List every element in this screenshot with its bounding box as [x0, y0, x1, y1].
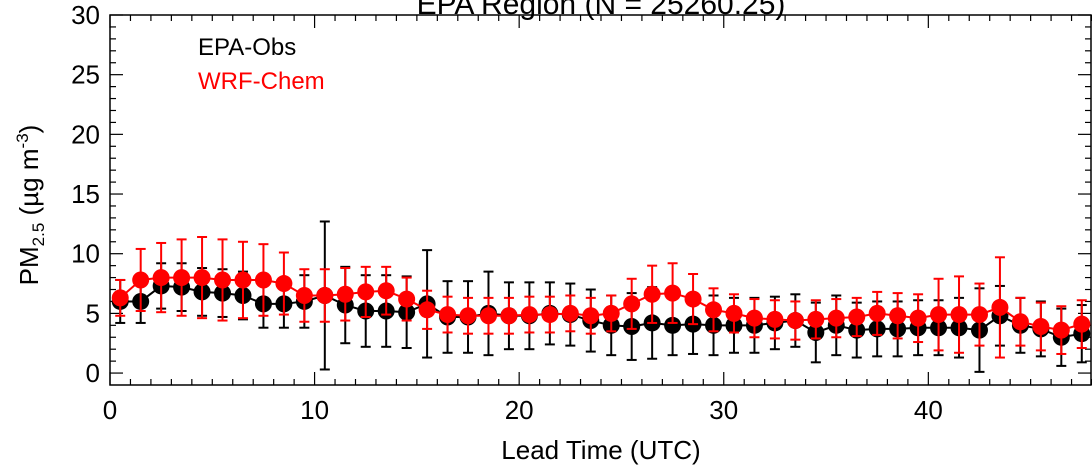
data-point-wrf-chem — [827, 309, 845, 327]
data-point-wrf-chem — [541, 306, 559, 324]
data-point-wrf-chem — [295, 286, 313, 304]
data-point-wrf-chem — [1032, 318, 1050, 336]
legend-entry-epa-obs: EPA-Obs — [198, 34, 296, 61]
data-point-wrf-chem — [111, 289, 129, 307]
chart-legend: EPA-Obs WRF-Chem — [198, 34, 325, 95]
data-point-wrf-chem — [684, 290, 702, 308]
data-point-wrf-chem — [214, 271, 232, 289]
y-axis-label: PM2.5 (µg m-3) — [13, 125, 48, 286]
data-point-wrf-chem — [561, 304, 579, 322]
data-point-wrf-chem — [500, 307, 518, 325]
y-axis-label-sub: 2.5 — [29, 223, 48, 247]
data-point-wrf-chem — [950, 306, 968, 324]
data-point-wrf-chem — [623, 295, 641, 313]
data-point-epa-obs — [664, 316, 682, 334]
data-point-wrf-chem — [970, 306, 988, 324]
data-point-wrf-chem — [357, 283, 375, 301]
y-tick-label: 20 — [71, 119, 100, 149]
y-axis-label-sup: -3 — [13, 133, 32, 148]
data-point-wrf-chem — [520, 306, 538, 324]
data-point-wrf-chem — [725, 304, 743, 322]
y-tick-label: 15 — [71, 179, 100, 209]
data-point-wrf-chem — [234, 271, 252, 289]
data-point-wrf-chem — [664, 284, 682, 302]
data-point-wrf-chem — [1052, 321, 1070, 339]
data-point-wrf-chem — [766, 310, 784, 328]
series-wrf-chem — [111, 236, 1091, 359]
x-axis-label: Lead Time (UTC) — [501, 435, 700, 465]
x-tick-label: 0 — [103, 395, 117, 425]
data-point-wrf-chem — [152, 269, 170, 287]
data-point-wrf-chem — [377, 282, 395, 300]
data-point-wrf-chem — [254, 271, 272, 289]
data-point-wrf-chem — [868, 304, 886, 322]
x-tick-label: 30 — [709, 395, 738, 425]
data-point-wrf-chem — [930, 306, 948, 324]
series-layer — [111, 220, 1091, 373]
legend-entry-wrf-chem: WRF-Chem — [198, 68, 325, 95]
x-tick-label: 10 — [300, 395, 329, 425]
data-point-wrf-chem — [807, 310, 825, 328]
data-point-wrf-chem — [193, 269, 211, 287]
data-point-wrf-chem — [173, 269, 191, 287]
y-axis-label-unit-open: (µg m — [14, 148, 44, 222]
data-point-wrf-chem — [991, 298, 1009, 316]
data-point-wrf-chem — [602, 304, 620, 322]
data-point-wrf-chem — [459, 307, 477, 325]
y-tick-label: 0 — [86, 358, 100, 388]
data-point-wrf-chem — [1073, 315, 1091, 333]
plot-axes: 0 10 20 30 40 0 5 10 15 20 25 30 — [71, 0, 1092, 425]
data-point-wrf-chem — [643, 285, 661, 303]
data-point-wrf-chem — [418, 301, 436, 319]
data-point-wrf-chem — [1011, 313, 1029, 331]
y-axis-label-main: PM — [14, 246, 44, 285]
y-tick-label: 5 — [86, 298, 100, 328]
data-point-wrf-chem — [745, 309, 763, 327]
data-point-wrf-chem — [786, 312, 804, 330]
x-tick-label: 20 — [505, 395, 534, 425]
data-point-wrf-chem — [398, 290, 416, 308]
y-axis-label-unit-close: ) — [14, 125, 44, 134]
y-tick-label: 10 — [71, 239, 100, 269]
data-point-wrf-chem — [909, 309, 927, 327]
y-tick-label: 30 — [71, 0, 100, 30]
y-tick-label: 25 — [71, 60, 100, 90]
data-point-wrf-chem — [479, 307, 497, 325]
data-point-wrf-chem — [275, 275, 293, 293]
data-point-wrf-chem — [582, 307, 600, 325]
data-point-wrf-chem — [132, 271, 150, 289]
x-tick-label: 40 — [914, 395, 943, 425]
data-point-wrf-chem — [439, 306, 457, 324]
data-point-wrf-chem — [848, 308, 866, 326]
data-point-wrf-chem — [889, 307, 907, 325]
data-point-wrf-chem — [316, 286, 334, 304]
data-point-wrf-chem — [336, 285, 354, 303]
data-point-wrf-chem — [705, 301, 723, 319]
